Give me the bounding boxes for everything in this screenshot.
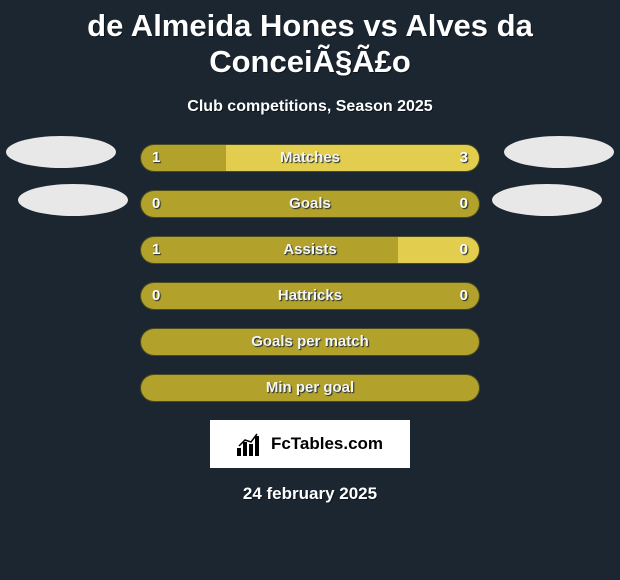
player-avatar-right (504, 136, 614, 168)
bar-track (140, 282, 480, 310)
stat-row: Min per goal (0, 374, 620, 402)
player-avatar-left (6, 136, 116, 168)
bar-segment-left (141, 237, 398, 263)
value-left: 0 (152, 282, 160, 310)
value-left: 1 (152, 144, 160, 172)
bar-segment-left (141, 329, 479, 355)
stat-row: 13Matches (0, 144, 620, 172)
stat-row: Goals per match (0, 328, 620, 356)
stat-row: 00Hattricks (0, 282, 620, 310)
comparison-subtitle: Club competitions, Season 2025 (0, 98, 620, 116)
stat-row: 10Assists (0, 236, 620, 264)
bar-segment-left (141, 375, 479, 401)
value-right: 0 (460, 236, 468, 264)
bar-track (140, 190, 480, 218)
stats-chart: 13Matches00Goals10Assists00HattricksGoal… (0, 144, 620, 402)
value-right: 0 (460, 282, 468, 310)
bar-segment-left (141, 283, 479, 309)
bar-segment-left (141, 191, 479, 217)
stat-row: 00Goals (0, 190, 620, 218)
bar-segment-right (226, 145, 480, 171)
player-avatar-left (18, 184, 128, 216)
value-right: 3 (460, 144, 468, 172)
attribution-banner: FcTables.com (210, 420, 410, 468)
date-label: 24 february 2025 (0, 484, 620, 504)
bar-track (140, 374, 480, 402)
value-right: 0 (460, 190, 468, 218)
bar-track (140, 144, 480, 172)
value-left: 0 (152, 190, 160, 218)
bar-track (140, 236, 480, 264)
player-avatar-right (492, 184, 602, 216)
bar-chart-icon (237, 432, 265, 456)
bar-track (140, 328, 480, 356)
value-left: 1 (152, 236, 160, 264)
comparison-title: de Almeida Hones vs Alves da ConceiÃ§Ã£o (0, 0, 620, 80)
attribution-text: FcTables.com (271, 434, 383, 454)
